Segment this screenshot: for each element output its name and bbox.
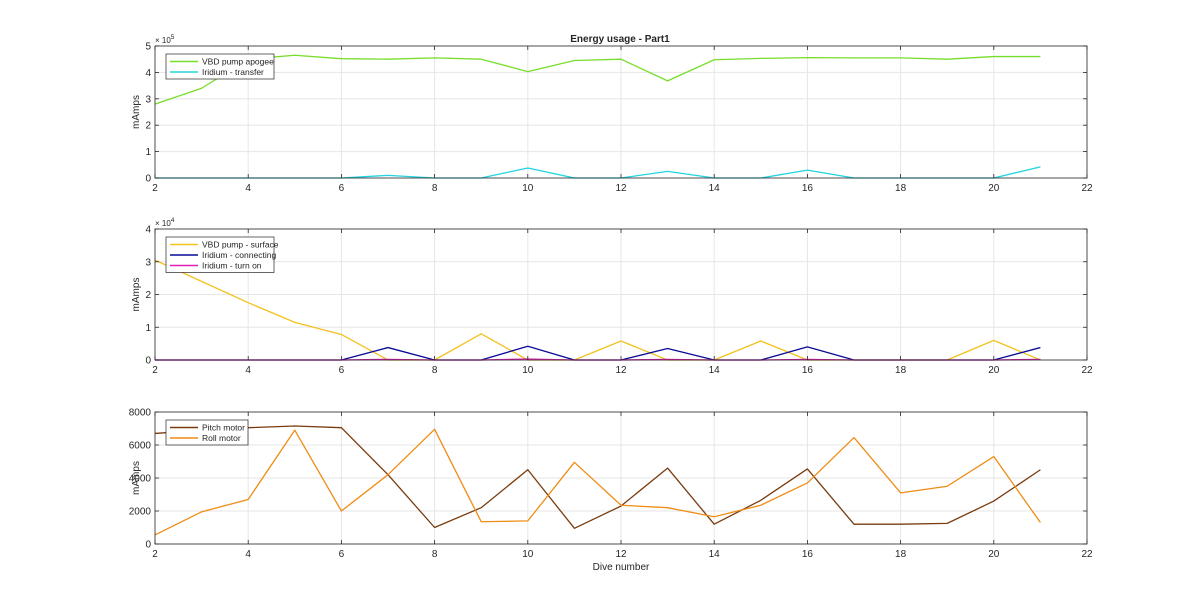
y-tick-label: 2000 (129, 507, 152, 518)
x-axis-label: Dive number (593, 562, 650, 573)
x-tick-label: 20 (988, 183, 1000, 194)
y-tick-label: 8000 (129, 408, 152, 419)
y-tick-label: 4 (145, 225, 151, 236)
x-tick-label: 4 (245, 549, 251, 560)
y-exponent-power: 4 (171, 217, 175, 224)
series-line (154, 428, 1041, 536)
axes-panel-3: 2 4 6 8 10 12 14 16 18 20 22 0 2000 4000 6000 8000 mAmps… (129, 408, 1093, 574)
y-axis-label: mAmps (131, 278, 142, 312)
series-line (154, 54, 1041, 105)
x-tick-label: 18 (895, 549, 907, 560)
y-tick-label: 4 (145, 68, 151, 79)
x-tick-label: 12 (615, 549, 627, 560)
legend-entry: VBD pump apogee (202, 57, 274, 67)
x-tick-label: 4 (245, 365, 251, 376)
x-tick-label: 8 (432, 183, 438, 194)
x-tick-label: 22 (1081, 183, 1093, 194)
x-tick-label: 22 (1081, 365, 1093, 376)
x-tick-label: 2 (152, 549, 158, 560)
x-tick-label: 16 (802, 183, 814, 194)
legend-entry: Iridium - connecting (202, 250, 276, 260)
x-tick-label: 18 (895, 365, 907, 376)
x-tick-label: 8 (432, 549, 438, 560)
y-axis-label: mAmps (131, 95, 142, 129)
x-tick-label: 12 (615, 183, 627, 194)
series-line (154, 425, 1041, 529)
y-tick-label: 1 (145, 147, 151, 158)
x-tick-label: 10 (522, 365, 534, 376)
y-tick-label: 2 (145, 121, 151, 132)
legend-entry: VBD pump - surface (202, 240, 279, 250)
legend-entry: Pitch motor (202, 423, 245, 433)
y-tick-label: 1 (145, 323, 151, 334)
y-tick-label: 0 (145, 540, 151, 551)
y-tick-label: 4000 (129, 474, 152, 485)
x-tick-label: 20 (988, 549, 1000, 560)
x-tick-label: 4 (245, 183, 251, 194)
y-tick-label: 5 (145, 42, 151, 53)
x-tick-label: 8 (432, 365, 438, 376)
x-tick-label: 14 (709, 183, 721, 194)
legend-entry: Roll motor (202, 433, 241, 443)
legend-entry: Iridium - turn on (202, 261, 262, 271)
legend-box (165, 419, 249, 446)
x-tick-label: 14 (709, 549, 721, 560)
y-tick-label: 3 (145, 257, 151, 268)
x-tick-label: 12 (615, 365, 627, 376)
x-tick-label: 6 (339, 365, 345, 376)
y-exponent-label: × 105 (155, 34, 175, 45)
y-exponent-power: 5 (171, 34, 175, 41)
x-tick-label: 18 (895, 183, 907, 194)
x-tick-label: 6 (339, 183, 345, 194)
y-tick-label: 6000 (129, 441, 152, 452)
x-tick-label: 14 (709, 365, 721, 376)
x-tick-label: 22 (1081, 549, 1093, 560)
y-exponent-label: × 104 (155, 217, 175, 228)
x-tick-label: 20 (988, 365, 1000, 376)
x-tick-label: 10 (522, 183, 534, 194)
x-tick-label: 2 (152, 365, 158, 376)
x-tick-label: 10 (522, 549, 534, 560)
legend-box (165, 53, 275, 80)
x-tick-label: 2 (152, 183, 158, 194)
figure-title: Energy usage - Part1 (570, 34, 670, 45)
y-tick-label: 0 (145, 174, 151, 185)
legend-entry: Iridium - transfer (202, 67, 264, 77)
y-axis-label: mAmps (131, 461, 142, 495)
y-tick-label: 0 (145, 356, 151, 367)
x-tick-label: 6 (339, 549, 345, 560)
y-tick-label: 2 (145, 290, 151, 301)
x-tick-label: 16 (802, 549, 814, 560)
x-tick-label: 16 (802, 365, 814, 376)
y-tick-label: 3 (145, 94, 151, 105)
